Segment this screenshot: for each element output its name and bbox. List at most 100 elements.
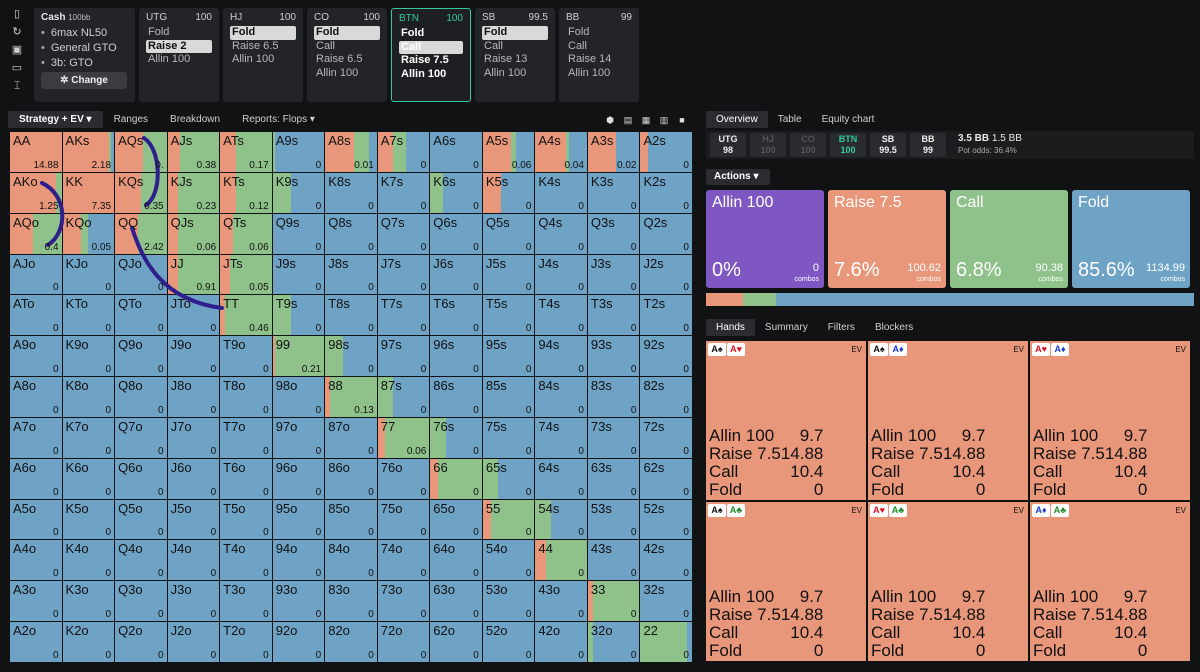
range-cell[interactable]: 65s 0 xyxy=(482,458,535,499)
square-icon[interactable]: ■ xyxy=(679,114,685,125)
range-cell[interactable]: 52s 0 xyxy=(640,499,692,540)
tab-hands[interactable]: Hands xyxy=(706,319,755,336)
seat-co[interactable]: CO 100 xyxy=(790,133,826,157)
range-cell[interactable]: 62s 0 xyxy=(640,458,692,499)
position-action[interactable]: Allin 100 xyxy=(148,53,191,65)
position-action[interactable]: Raise 13 xyxy=(484,53,528,65)
range-cell[interactable]: 42o 0 xyxy=(535,622,587,662)
range-cell[interactable]: 93o 0 xyxy=(272,581,325,622)
position-utg[interactable]: UTG 100 Fold Raise 2 Allin 100 xyxy=(139,8,219,102)
range-cell[interactable]: 63s 0 xyxy=(587,458,640,499)
tab-summary[interactable]: Summary xyxy=(764,322,808,333)
range-cell[interactable]: A2o 0 xyxy=(10,622,62,662)
range-cell[interactable]: 52o 0 xyxy=(482,622,535,662)
range-cell[interactable]: A9o 0 xyxy=(10,336,62,377)
range-cell[interactable]: K3s 0 xyxy=(587,172,640,213)
range-cell[interactable]: 64s 0 xyxy=(535,458,587,499)
range-cell[interactable]: 97o 0 xyxy=(272,417,325,458)
range-cell[interactable]: K7s 0 xyxy=(377,172,430,213)
range-cell[interactable]: JTs 0.05 xyxy=(220,254,272,295)
range-cell[interactable]: Q8o 0 xyxy=(115,377,167,417)
range-cell[interactable]: A3s 0.02 xyxy=(587,132,640,172)
position-action[interactable]: Allin 100 xyxy=(316,66,359,79)
range-cell[interactable]: T4s 0 xyxy=(535,295,587,336)
range-cell[interactable]: T4o 0 xyxy=(220,540,272,581)
range-cell[interactable]: 72o 0 xyxy=(377,622,430,662)
range-cell[interactable]: J4o 0 xyxy=(167,540,220,581)
range-cell[interactable]: 95s 0 xyxy=(482,336,535,377)
range-cell[interactable]: 53o 0 xyxy=(482,581,535,622)
action-box-call[interactable]: Call 6.8% 90.38 combos xyxy=(950,190,1068,288)
range-cell[interactable]: A8o 0 xyxy=(10,377,62,417)
range-cell[interactable]: K6o 0 xyxy=(62,458,115,499)
range-cell[interactable]: 94o 0 xyxy=(272,540,325,581)
range-cell[interactable]: T2s 0 xyxy=(640,295,692,336)
action-box-raise[interactable]: Raise 7.5 7.6% 100.62 combos xyxy=(828,190,946,288)
range-cell[interactable]: T3o 0 xyxy=(220,581,272,622)
range-cell[interactable]: A6o 0 xyxy=(10,458,62,499)
range-cell[interactable]: Q4o 0 xyxy=(115,540,167,581)
range-cell[interactable]: ATo 0 xyxy=(10,295,62,336)
range-cell[interactable]: Q7o 0 xyxy=(115,417,167,458)
range-cell[interactable]: 85o 0 xyxy=(325,499,377,540)
range-cell[interactable]: KTs 0.12 xyxy=(220,172,272,213)
range-cell[interactable]: Q9o 0 xyxy=(115,336,167,377)
range-cell[interactable]: T7s 0 xyxy=(377,295,430,336)
range-cell[interactable]: KJs 0.23 xyxy=(167,172,220,213)
range-cell[interactable]: J2s 0 xyxy=(640,254,692,295)
range-cell[interactable]: 74o 0 xyxy=(377,540,430,581)
range-cell[interactable]: A2s 0 xyxy=(640,132,692,172)
range-cell[interactable]: Q2s 0 xyxy=(640,213,692,254)
range-cell[interactable]: KK 7.35 xyxy=(62,172,115,213)
range-cell[interactable]: T9s 0 xyxy=(272,295,325,336)
range-cell[interactable]: T6o 0 xyxy=(220,458,272,499)
range-cell[interactable]: Q7s 0 xyxy=(377,213,430,254)
range-cell[interactable]: K4o 0 xyxy=(62,540,115,581)
range-cell[interactable]: 82s 0 xyxy=(640,377,692,417)
range-cell[interactable]: 83s 0 xyxy=(587,377,640,417)
range-cell[interactable]: KTo 0 xyxy=(62,295,115,336)
range-cell[interactable]: Q6s 0 xyxy=(430,213,482,254)
range-cell[interactable]: A4s 0.04 xyxy=(535,132,587,172)
grid-small-icon[interactable]: ▦ xyxy=(641,114,651,125)
change-button[interactable]: ✲ Change xyxy=(41,72,127,89)
range-cell[interactable]: Q4s 0 xyxy=(535,213,587,254)
seat-btn[interactable]: BTN 100 xyxy=(830,133,866,157)
range-cell[interactable]: 85s 0 xyxy=(482,377,535,417)
position-action[interactable]: Fold xyxy=(230,26,296,40)
range-cell[interactable]: K9s 0 xyxy=(272,172,325,213)
actions-dropdown[interactable]: Actions ▾ xyxy=(706,169,770,185)
range-cell[interactable]: 76s 0 xyxy=(430,417,482,458)
range-cell[interactable]: A5o 0 xyxy=(10,499,62,540)
range-cell[interactable]: Q3o 0 xyxy=(115,581,167,622)
range-cell[interactable]: J3s 0 xyxy=(587,254,640,295)
range-cell[interactable]: 72s 0 xyxy=(640,417,692,458)
range-cell[interactable]: JTo 0 xyxy=(167,295,220,336)
position-action[interactable]: Raise 2 xyxy=(146,39,212,53)
range-cell[interactable]: 22 0 xyxy=(640,622,692,662)
range-cell[interactable]: A7o 0 xyxy=(10,417,62,458)
range-cell[interactable]: J6o 0 xyxy=(167,458,220,499)
tab-strategy-ev[interactable]: Strategy + EV ▾ xyxy=(8,111,103,128)
range-cell[interactable]: Q2o 0 xyxy=(115,622,167,662)
range-cell[interactable]: 86o 0 xyxy=(325,458,377,499)
range-cell[interactable]: 92s 0 xyxy=(640,336,692,377)
range-cell[interactable]: 32o 0 xyxy=(587,622,640,662)
range-cell[interactable]: A8s 0.01 xyxy=(325,132,377,172)
range-cell[interactable]: 87o 0 xyxy=(325,417,377,458)
hand-combo-cell[interactable]: A♠ A♣ EV Allin 100 9.7 Raise 7.5 14.88 Call 10.4… xyxy=(706,502,866,661)
range-cell[interactable]: AQo 0.4 xyxy=(10,213,62,254)
hand-combo-cell[interactable]: A♦ A♣ EV Allin 100 9.7 Raise 7.5 14.88 Call 10.4… xyxy=(1030,502,1190,661)
position-action[interactable]: Raise 6.5 xyxy=(316,53,363,65)
range-cell[interactable]: K6s 0 xyxy=(430,172,482,213)
position-hj[interactable]: HJ 100 Fold Raise 6.5 Allin 100 xyxy=(223,8,303,102)
hand-combo-cell[interactable]: A♠ A♦ EV Allin 100 9.7 Raise 7.5 14.88 Call 10.4… xyxy=(868,341,1028,500)
grid-large-icon[interactable]: ▥ xyxy=(659,114,669,125)
range-cell[interactable]: 77 0.06 xyxy=(377,417,430,458)
range-cell[interactable]: K4s 0 xyxy=(535,172,587,213)
range-cell[interactable]: 43s 0 xyxy=(587,540,640,581)
save-icon[interactable]: ▣ xyxy=(11,44,23,56)
range-cell[interactable]: AA 14.88 xyxy=(10,132,62,172)
range-cell[interactable]: 73s 0 xyxy=(587,417,640,458)
range-cell[interactable]: T5s 0 xyxy=(482,295,535,336)
